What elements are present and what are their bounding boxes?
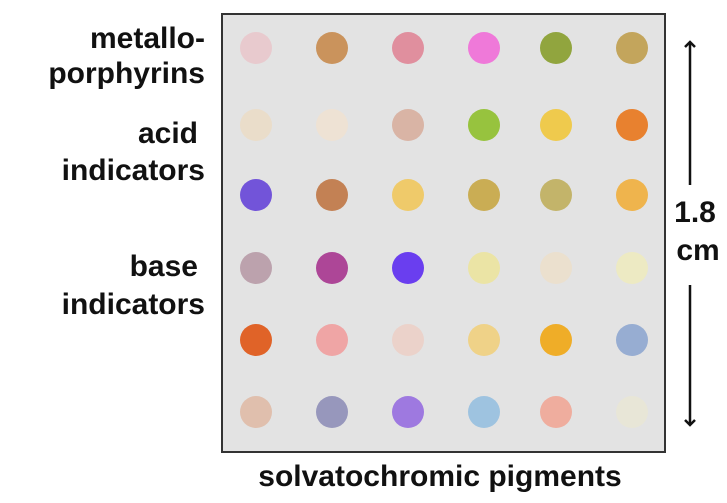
pigment-spot <box>540 396 572 428</box>
pigment-spot <box>468 396 500 428</box>
row-label: porphyrins <box>48 57 205 90</box>
pigment-spot <box>616 179 648 211</box>
pigment-spot <box>392 32 424 64</box>
pigment-spot <box>540 179 572 211</box>
pigment-spot <box>392 109 424 141</box>
pigment-spot <box>240 252 272 284</box>
row-label: indicators <box>62 154 205 187</box>
pigment-spot <box>616 324 648 356</box>
pigment-spot <box>616 109 648 141</box>
row-label: acid <box>138 117 198 150</box>
scale-label: cm <box>676 234 719 267</box>
pigment-spot <box>316 179 348 211</box>
pigment-spot <box>240 109 272 141</box>
pigment-spot <box>468 252 500 284</box>
pigment-spot <box>240 32 272 64</box>
pigment-spot <box>468 324 500 356</box>
figure: metallo- porphyrins acid indicators base… <box>0 0 727 498</box>
pigment-spot <box>540 109 572 141</box>
pigment-spot <box>316 396 348 428</box>
pigment-spot <box>240 324 272 356</box>
pigment-spot <box>316 109 348 141</box>
pigment-spot <box>540 252 572 284</box>
array-panel <box>222 14 665 452</box>
pigment-spot <box>316 252 348 284</box>
pigment-spot <box>392 179 424 211</box>
pigment-spot <box>616 396 648 428</box>
pigment-spot <box>392 324 424 356</box>
row-label: base <box>130 250 198 283</box>
pigment-spot <box>392 252 424 284</box>
pigment-spot <box>540 32 572 64</box>
pigment-spot <box>316 324 348 356</box>
pigment-spot <box>240 179 272 211</box>
row-label: indicators <box>62 288 205 321</box>
pigment-spot <box>468 109 500 141</box>
pigment-spot <box>240 396 272 428</box>
pigment-spot <box>316 32 348 64</box>
scale-label: 1.8 <box>674 196 716 229</box>
pigment-spot <box>540 324 572 356</box>
pigment-spot <box>468 32 500 64</box>
row-label: metallo- <box>90 22 205 55</box>
pigment-spot <box>616 252 648 284</box>
pigment-spot <box>392 396 424 428</box>
caption: solvatochromic pigments <box>258 460 621 493</box>
pigment-spot <box>616 32 648 64</box>
pigment-spot <box>468 179 500 211</box>
